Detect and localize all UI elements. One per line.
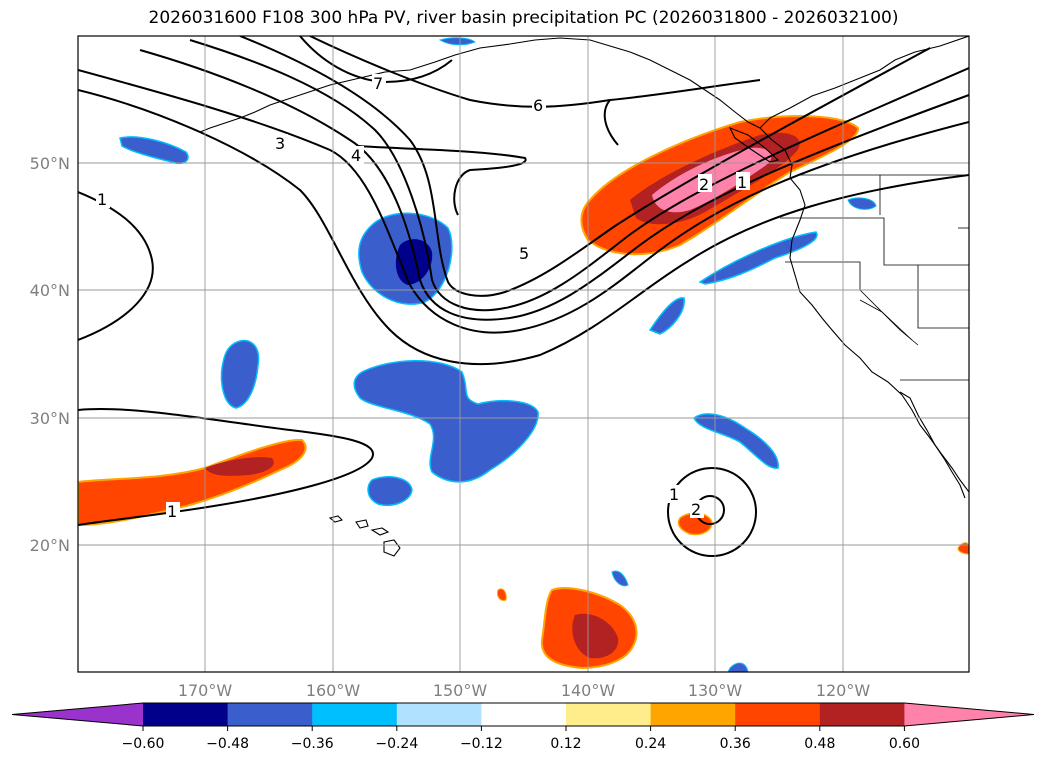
colorbar-tick-label: −0.24: [375, 736, 418, 752]
lon-label: 120°W: [816, 681, 871, 700]
colorbar-tick-label: 0.60: [889, 736, 920, 752]
colorbar-extend-min: [12, 703, 143, 726]
pv-label: 1: [737, 173, 747, 192]
lat-label: 30°N: [30, 409, 70, 428]
pv-label: 5: [519, 244, 529, 263]
pv-label: 2: [691, 500, 701, 519]
colorbar-tick-label: −0.48: [206, 736, 249, 752]
lat-label: 40°N: [30, 281, 70, 300]
colorbar-swatch: [566, 703, 651, 726]
lon-label: 170°W: [178, 681, 233, 700]
colorbar-extend-max: [904, 703, 1034, 726]
lon-label: 160°W: [306, 681, 361, 700]
pv-label: 3: [275, 134, 285, 153]
pv-label: 1: [167, 502, 177, 521]
pv-label: 1: [669, 485, 679, 504]
colorbar-swatch: [820, 703, 905, 726]
colorbar-tick-label: 0.12: [550, 736, 581, 752]
colorbar-swatch: [397, 703, 482, 726]
pv-label: 6: [533, 96, 543, 115]
colorbar-tick-label: 0.24: [635, 736, 666, 752]
pv-label: 2: [699, 175, 709, 194]
colorbar-swatch: [312, 703, 397, 726]
pv-label: 4: [351, 146, 361, 165]
colorbar-tick-label: −0.36: [291, 736, 334, 752]
lat-label: 20°N: [30, 536, 70, 555]
colorbar-tick-label: 0.48: [804, 736, 835, 752]
lon-label: 140°W: [561, 681, 616, 700]
colorbar-swatch: [481, 703, 566, 726]
lon-label: 130°W: [688, 681, 743, 700]
colorbar-swatch: [228, 703, 313, 726]
colorbar: −0.60 −0.48 −0.36 −0.24 −0.12 0.12 0.24 0.36 0.4…: [12, 703, 1034, 752]
longitude-labels: 170°W 160°W 150°W 140°W 130°W 120°W: [178, 681, 871, 700]
colorbar-tick-label: 0.36: [720, 736, 751, 752]
pv-label: 1: [97, 190, 107, 209]
lon-label: 150°W: [433, 681, 488, 700]
colorbar-tick-label: −0.12: [460, 736, 503, 752]
pv-label: 7: [373, 74, 383, 93]
colorbar-swatch: [143, 703, 228, 726]
colorbar-swatch: [735, 703, 820, 726]
latitude-labels: 50°N 40°N 30°N 20°N: [30, 154, 70, 555]
colorbar-tick-label: −0.60: [122, 736, 165, 752]
lat-label: 50°N: [30, 154, 70, 173]
colorbar-swatch: [651, 703, 736, 726]
